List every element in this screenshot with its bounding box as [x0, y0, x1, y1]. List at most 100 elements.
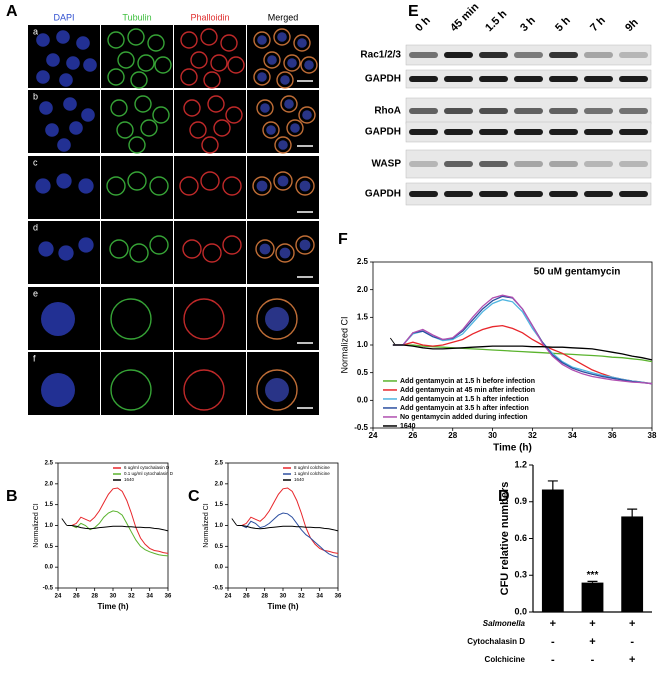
- x-tick-label: 30: [280, 594, 287, 600]
- y-tick-label: 0.6: [514, 533, 527, 543]
- nucleus: [266, 125, 276, 135]
- y-axis-label: Normalized CI: [33, 503, 40, 547]
- error-bar: [587, 580, 598, 583]
- y-tick-label: 0.5: [357, 368, 369, 377]
- cell-outline: [263, 51, 281, 69]
- cell-outline: [180, 31, 198, 49]
- cell-outline: [134, 95, 152, 113]
- cell-outline: [110, 99, 128, 117]
- arrow: [61, 518, 68, 526]
- band: [444, 161, 473, 167]
- nucleus: [36, 70, 50, 84]
- x-tick-label: 30: [110, 594, 117, 600]
- cell-outline: [255, 239, 275, 259]
- band: [584, 191, 613, 197]
- nucleus: [59, 73, 73, 87]
- nucleus: [267, 55, 277, 65]
- cell-outline: [179, 176, 199, 196]
- cell-outline: [201, 136, 219, 154]
- x-axis-label: Time (h): [98, 602, 129, 611]
- y-tick-label: -0.5: [354, 423, 368, 432]
- error-bar: [627, 508, 638, 517]
- cell-outline: [127, 171, 147, 191]
- row-label: e: [33, 288, 38, 298]
- bar: [621, 516, 644, 612]
- band: [409, 161, 438, 167]
- band: [514, 76, 543, 82]
- y-tick-label: 1.5: [45, 502, 54, 508]
- cell-outline: [180, 68, 198, 86]
- nucleus: [257, 35, 267, 45]
- panel-label: A: [6, 3, 18, 20]
- x-tick-label: 26: [73, 594, 80, 600]
- cell-outline: [252, 176, 272, 196]
- cell-outline: [117, 51, 135, 69]
- band: [619, 76, 648, 82]
- band: [514, 52, 543, 58]
- band: [549, 108, 578, 114]
- data-line: [392, 298, 653, 385]
- condition-mark: +: [550, 618, 556, 630]
- micrograph: [174, 352, 246, 415]
- nucleus: [41, 302, 75, 336]
- timepoint-label: 9h: [623, 16, 641, 34]
- band: [619, 129, 648, 135]
- x-tick-label: 34: [146, 594, 153, 600]
- cell-outline: [128, 136, 146, 154]
- cell-outline: [225, 106, 243, 124]
- cell-outline: [286, 119, 304, 137]
- data-line: [67, 487, 169, 554]
- band: [409, 52, 438, 58]
- cell-outline: [283, 54, 301, 72]
- nucleus: [35, 178, 51, 194]
- legend-label: 1640: [400, 423, 416, 430]
- band: [549, 52, 578, 58]
- cell-outline: [256, 99, 274, 117]
- cell-outline: [109, 239, 129, 259]
- nucleus: [304, 60, 314, 70]
- x-tick-label: 26: [243, 594, 250, 600]
- panel-label: E: [408, 3, 419, 20]
- y-axis-label: Normalized CI: [203, 503, 210, 547]
- nucleus: [299, 239, 311, 251]
- x-tick-label: 32: [298, 594, 305, 600]
- cell-outline: [130, 71, 148, 89]
- y-tick-label: 1.5: [357, 312, 369, 321]
- band: [514, 129, 543, 135]
- row-label: a: [33, 26, 38, 36]
- band: [619, 191, 648, 197]
- x-tick-label: 34: [316, 594, 323, 600]
- nucleus: [265, 307, 289, 331]
- cell-outline: [262, 121, 280, 139]
- x-tick-label: 32: [128, 594, 135, 600]
- band: [409, 191, 438, 197]
- x-tick-label: 28: [448, 431, 457, 440]
- y-tick-label: 1.2: [514, 459, 527, 469]
- column-header: Merged: [268, 12, 299, 22]
- nucleus: [56, 173, 72, 189]
- band: [584, 161, 613, 167]
- nucleus: [58, 245, 74, 261]
- row-label: b: [33, 91, 38, 101]
- cell-outline: [222, 235, 242, 255]
- cell-outline: [116, 121, 134, 139]
- cell-outline: [220, 34, 238, 52]
- nucleus: [297, 38, 307, 48]
- legend-label: 1640: [124, 477, 135, 482]
- nucleus: [279, 247, 291, 259]
- cell-outline: [298, 106, 316, 124]
- micrograph: [174, 90, 246, 153]
- x-tick-label: 26: [408, 431, 417, 440]
- timepoint-label: 1.5 h: [483, 8, 509, 34]
- band: [479, 108, 508, 114]
- y-tick-label: 1.5: [215, 502, 224, 508]
- band: [514, 108, 543, 114]
- cell-outline: [190, 51, 208, 69]
- micrograph: [174, 287, 246, 350]
- y-tick-label: 2.5: [357, 257, 369, 266]
- cell-outline: [202, 243, 222, 263]
- timepoint-label: 45 min: [448, 1, 481, 34]
- y-axis-label: CFU relative numbers: [499, 482, 511, 596]
- panel-label: F: [338, 231, 348, 248]
